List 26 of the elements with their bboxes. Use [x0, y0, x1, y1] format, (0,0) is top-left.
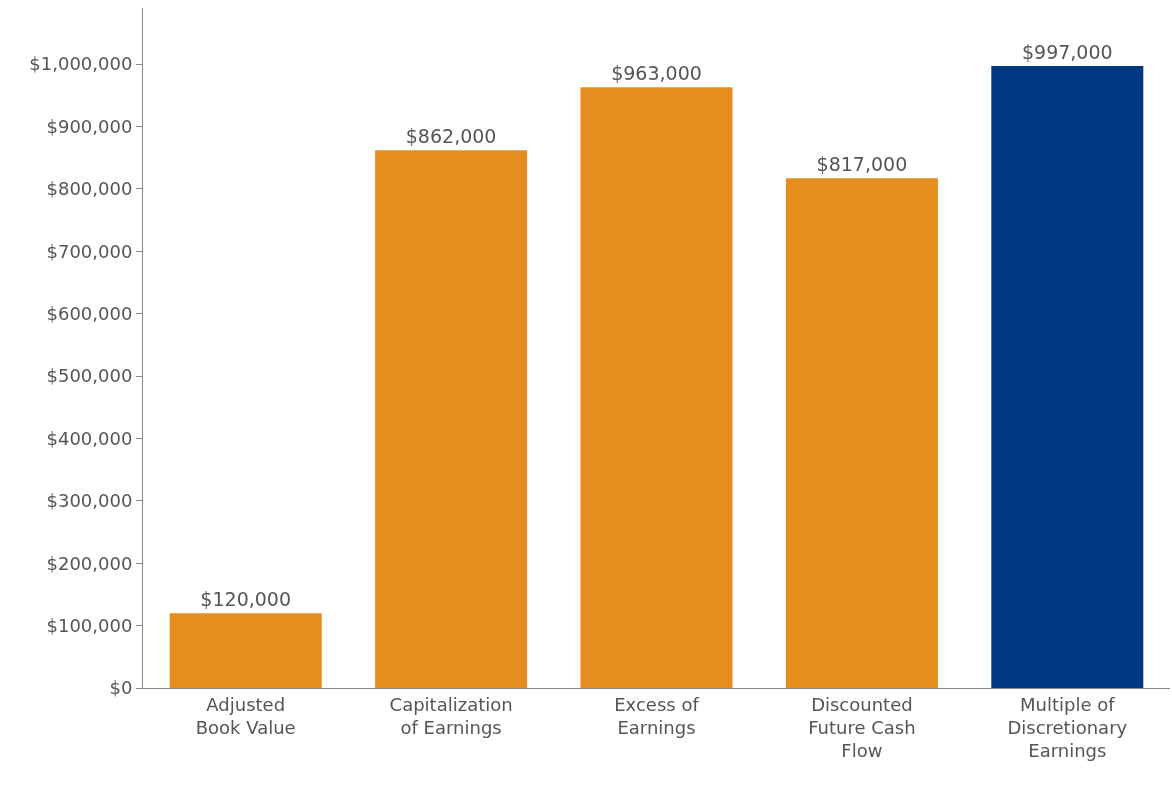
y-tick-label: $100,000	[46, 614, 133, 636]
y-tick-label: $1,000,000	[29, 53, 133, 75]
x-tick-label: Capitalization of Earnings	[389, 693, 513, 738]
bar	[169, 613, 322, 688]
data-label: $997,000	[1021, 41, 1113, 64]
data-label: $862,000	[405, 125, 497, 148]
data-label: $817,000	[816, 153, 908, 176]
data-label: $120,000	[200, 588, 292, 611]
bar	[375, 150, 528, 688]
x-tick-label: Adjusted Book Value	[195, 693, 296, 738]
x-tick-label: Excess of Earnings	[614, 693, 700, 738]
y-tick-label: $600,000	[46, 302, 133, 324]
y-tick-label: $300,000	[46, 490, 133, 512]
bar	[785, 178, 938, 688]
y-tick-label: $500,000	[46, 365, 133, 387]
y-tick-label: $700,000	[46, 240, 133, 262]
y-tick-label: $400,000	[46, 427, 133, 449]
x-tick-label: Multiple of Discretionary Earnings	[1007, 693, 1128, 762]
y-tick-label: $800,000	[46, 178, 133, 200]
data-label: $963,000	[611, 62, 702, 85]
y-tick-label: $200,000	[46, 552, 133, 574]
y-tick-label: $0	[109, 677, 133, 699]
x-tick-label: Discounted Future Cash Flow	[808, 693, 916, 762]
y-tick-label: $900,000	[46, 115, 133, 137]
bar	[580, 87, 733, 688]
bar	[991, 66, 1144, 688]
